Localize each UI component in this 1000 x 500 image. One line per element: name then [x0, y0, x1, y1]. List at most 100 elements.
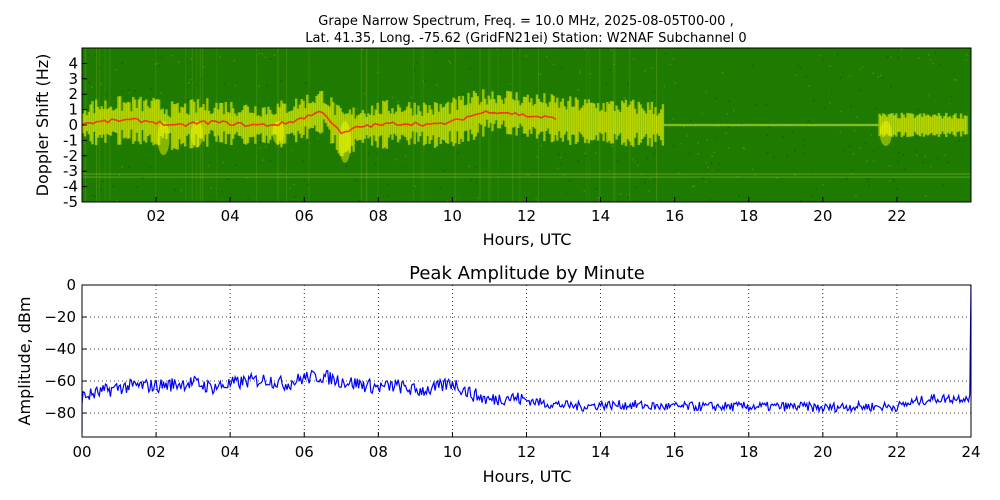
spectrogram-signal-column — [909, 113, 913, 137]
spectrogram-signal-column — [882, 113, 885, 137]
spectrogram-noise-speck — [795, 74, 798, 76]
spectrogram-noise-speck — [121, 166, 123, 168]
spectrogram-signal-column — [641, 108, 644, 139]
spectrogram-noise-speck — [160, 92, 162, 94]
amplitude-chart-title: Peak Amplitude by Minute — [409, 263, 645, 284]
spectrogram-noise-speck — [171, 54, 173, 57]
spectrogram-signal-column — [635, 113, 639, 133]
spectrogram-noise-speck — [121, 90, 124, 93]
spectrogram-noise-speck — [448, 60, 450, 62]
spectrogram-signal-column — [950, 118, 953, 132]
spectrogram-signal-column — [643, 110, 646, 137]
spectrogram-signal-column — [291, 110, 294, 133]
spectrogram-noise-speck — [627, 196, 629, 199]
spectrogram-noise-speck — [897, 160, 899, 163]
spectrogram-noise-speck — [706, 138, 709, 141]
spectrogram-x-ticks: 02 04 06 08 10 12 14 16 18 20 22 — [147, 197, 906, 225]
spectrogram-signal-column — [246, 106, 250, 144]
spectrogram-signal-column — [456, 110, 459, 132]
spectrogram-noise-speck — [262, 159, 264, 161]
spectrogram-noise-speck — [610, 49, 612, 52]
spectrogram-noise-speck — [701, 112, 704, 115]
spectrogram-signal-column — [602, 103, 605, 142]
spectrogram-noise-speck — [686, 135, 688, 137]
spectrogram-signal-column — [893, 115, 896, 135]
spectrogram-noise-speck — [404, 167, 406, 169]
spectrogram-signal-column — [280, 100, 283, 148]
figure-title-line2: Lat. 41.35, Long. -75.62 (GridFN21ei) St… — [305, 31, 746, 46]
spectrogram-y-tick-label: 1 — [68, 101, 78, 119]
spectrogram-noise-speck — [733, 109, 735, 112]
spectrogram-noise-speck — [274, 103, 277, 106]
spectrogram-signal-column — [454, 99, 457, 144]
spectrogram-signal-column — [563, 106, 566, 135]
spectrogram-noise-speck — [650, 67, 653, 69]
spectrogram-noise-speck — [927, 53, 930, 56]
spectrogram-noise-speck — [142, 177, 144, 180]
spectrogram-signal-column — [191, 99, 194, 149]
spectrogram-noise-speck — [92, 194, 94, 197]
spectrogram-streak — [489, 48, 491, 202]
amplitude-x-tick-label: 10 — [443, 443, 462, 461]
spectrogram-noise-speck — [867, 180, 869, 183]
spectrogram-signal-column — [545, 103, 548, 132]
spectrogram-signal-column — [606, 102, 609, 143]
spectrogram-y-tick-label: 4 — [68, 54, 78, 72]
spectrogram-noise-speck — [412, 99, 415, 102]
spectrogram-lobe — [879, 121, 892, 146]
spectrogram-signal-column — [646, 102, 650, 146]
spectrogram-noise-speck — [914, 150, 917, 152]
spectrogram-noise-speck — [258, 52, 260, 55]
spectrogram-noise-speck — [174, 189, 177, 191]
spectrogram-noise-speck — [270, 58, 272, 60]
spectrogram-noise-speck — [558, 153, 560, 155]
spectrogram-noise-speck — [190, 58, 192, 60]
spectrogram-noise-speck — [634, 161, 636, 163]
spectrogram-noise-speck — [83, 143, 85, 145]
spectrogram-noise-speck — [377, 71, 379, 73]
spectrogram-band — [82, 173, 971, 175]
spectrogram-signal-column — [945, 112, 948, 137]
spectrogram-noise-speck — [953, 79, 956, 81]
spectrogram-signal-column — [891, 113, 894, 137]
spectrogram-noise-speck — [87, 54, 90, 56]
spectrogram-signal-column — [608, 103, 611, 141]
spectrogram-noise-speck — [188, 82, 190, 84]
spectrogram-noise-speck — [190, 80, 193, 82]
spectrogram-signal-column — [639, 104, 642, 143]
spectrogram-noise-speck — [207, 165, 209, 167]
spectrogram-noise-speck — [443, 170, 446, 172]
spectrogram-noise-speck — [766, 134, 769, 137]
spectrogram-noise-speck — [840, 110, 842, 113]
spectrogram-noise-speck — [100, 188, 102, 191]
spectrogram-noise-speck — [823, 58, 825, 61]
spectrogram-x-tick-label: 12 — [517, 207, 536, 225]
spectrogram-noise-speck — [916, 154, 918, 156]
amplitude-x-tick-label: 22 — [887, 443, 906, 461]
spectrogram-noise-speck — [692, 185, 694, 188]
spectrogram-noise-speck — [663, 85, 666, 88]
spectrogram-signal-column — [622, 103, 626, 143]
spectrogram-x-tick-label: 20 — [813, 207, 832, 225]
spectrogram-noise-speck — [387, 195, 389, 198]
spectrogram-noise-speck — [842, 71, 845, 73]
spectrogram-noise-speck — [649, 178, 652, 180]
spectrogram-noise-speck — [234, 84, 236, 87]
spectrogram-noise-speck — [897, 151, 900, 154]
spectrogram-noise-speck — [840, 77, 842, 79]
spectrogram-noise-speck — [416, 62, 418, 64]
spectrogram-noise-speck — [742, 147, 744, 149]
spectrogram-noise-speck — [829, 90, 832, 92]
spectrogram-signal-column — [328, 106, 331, 130]
spectrogram-noise-speck — [233, 60, 236, 62]
spectrogram-noise-speck — [917, 57, 920, 59]
spectrogram-noise-speck — [496, 48, 498, 50]
spectrogram-signal-column — [915, 115, 918, 135]
spectrogram-noise-speck — [259, 147, 261, 149]
spectrogram-signal-column — [574, 97, 578, 145]
spectrogram-signal-column — [232, 108, 235, 139]
spectrogram-signal-column — [493, 99, 496, 124]
spectrogram-signal-column — [483, 98, 487, 127]
spectrogram-noise-speck — [265, 146, 267, 148]
spectrogram-noise-speck — [412, 187, 415, 190]
